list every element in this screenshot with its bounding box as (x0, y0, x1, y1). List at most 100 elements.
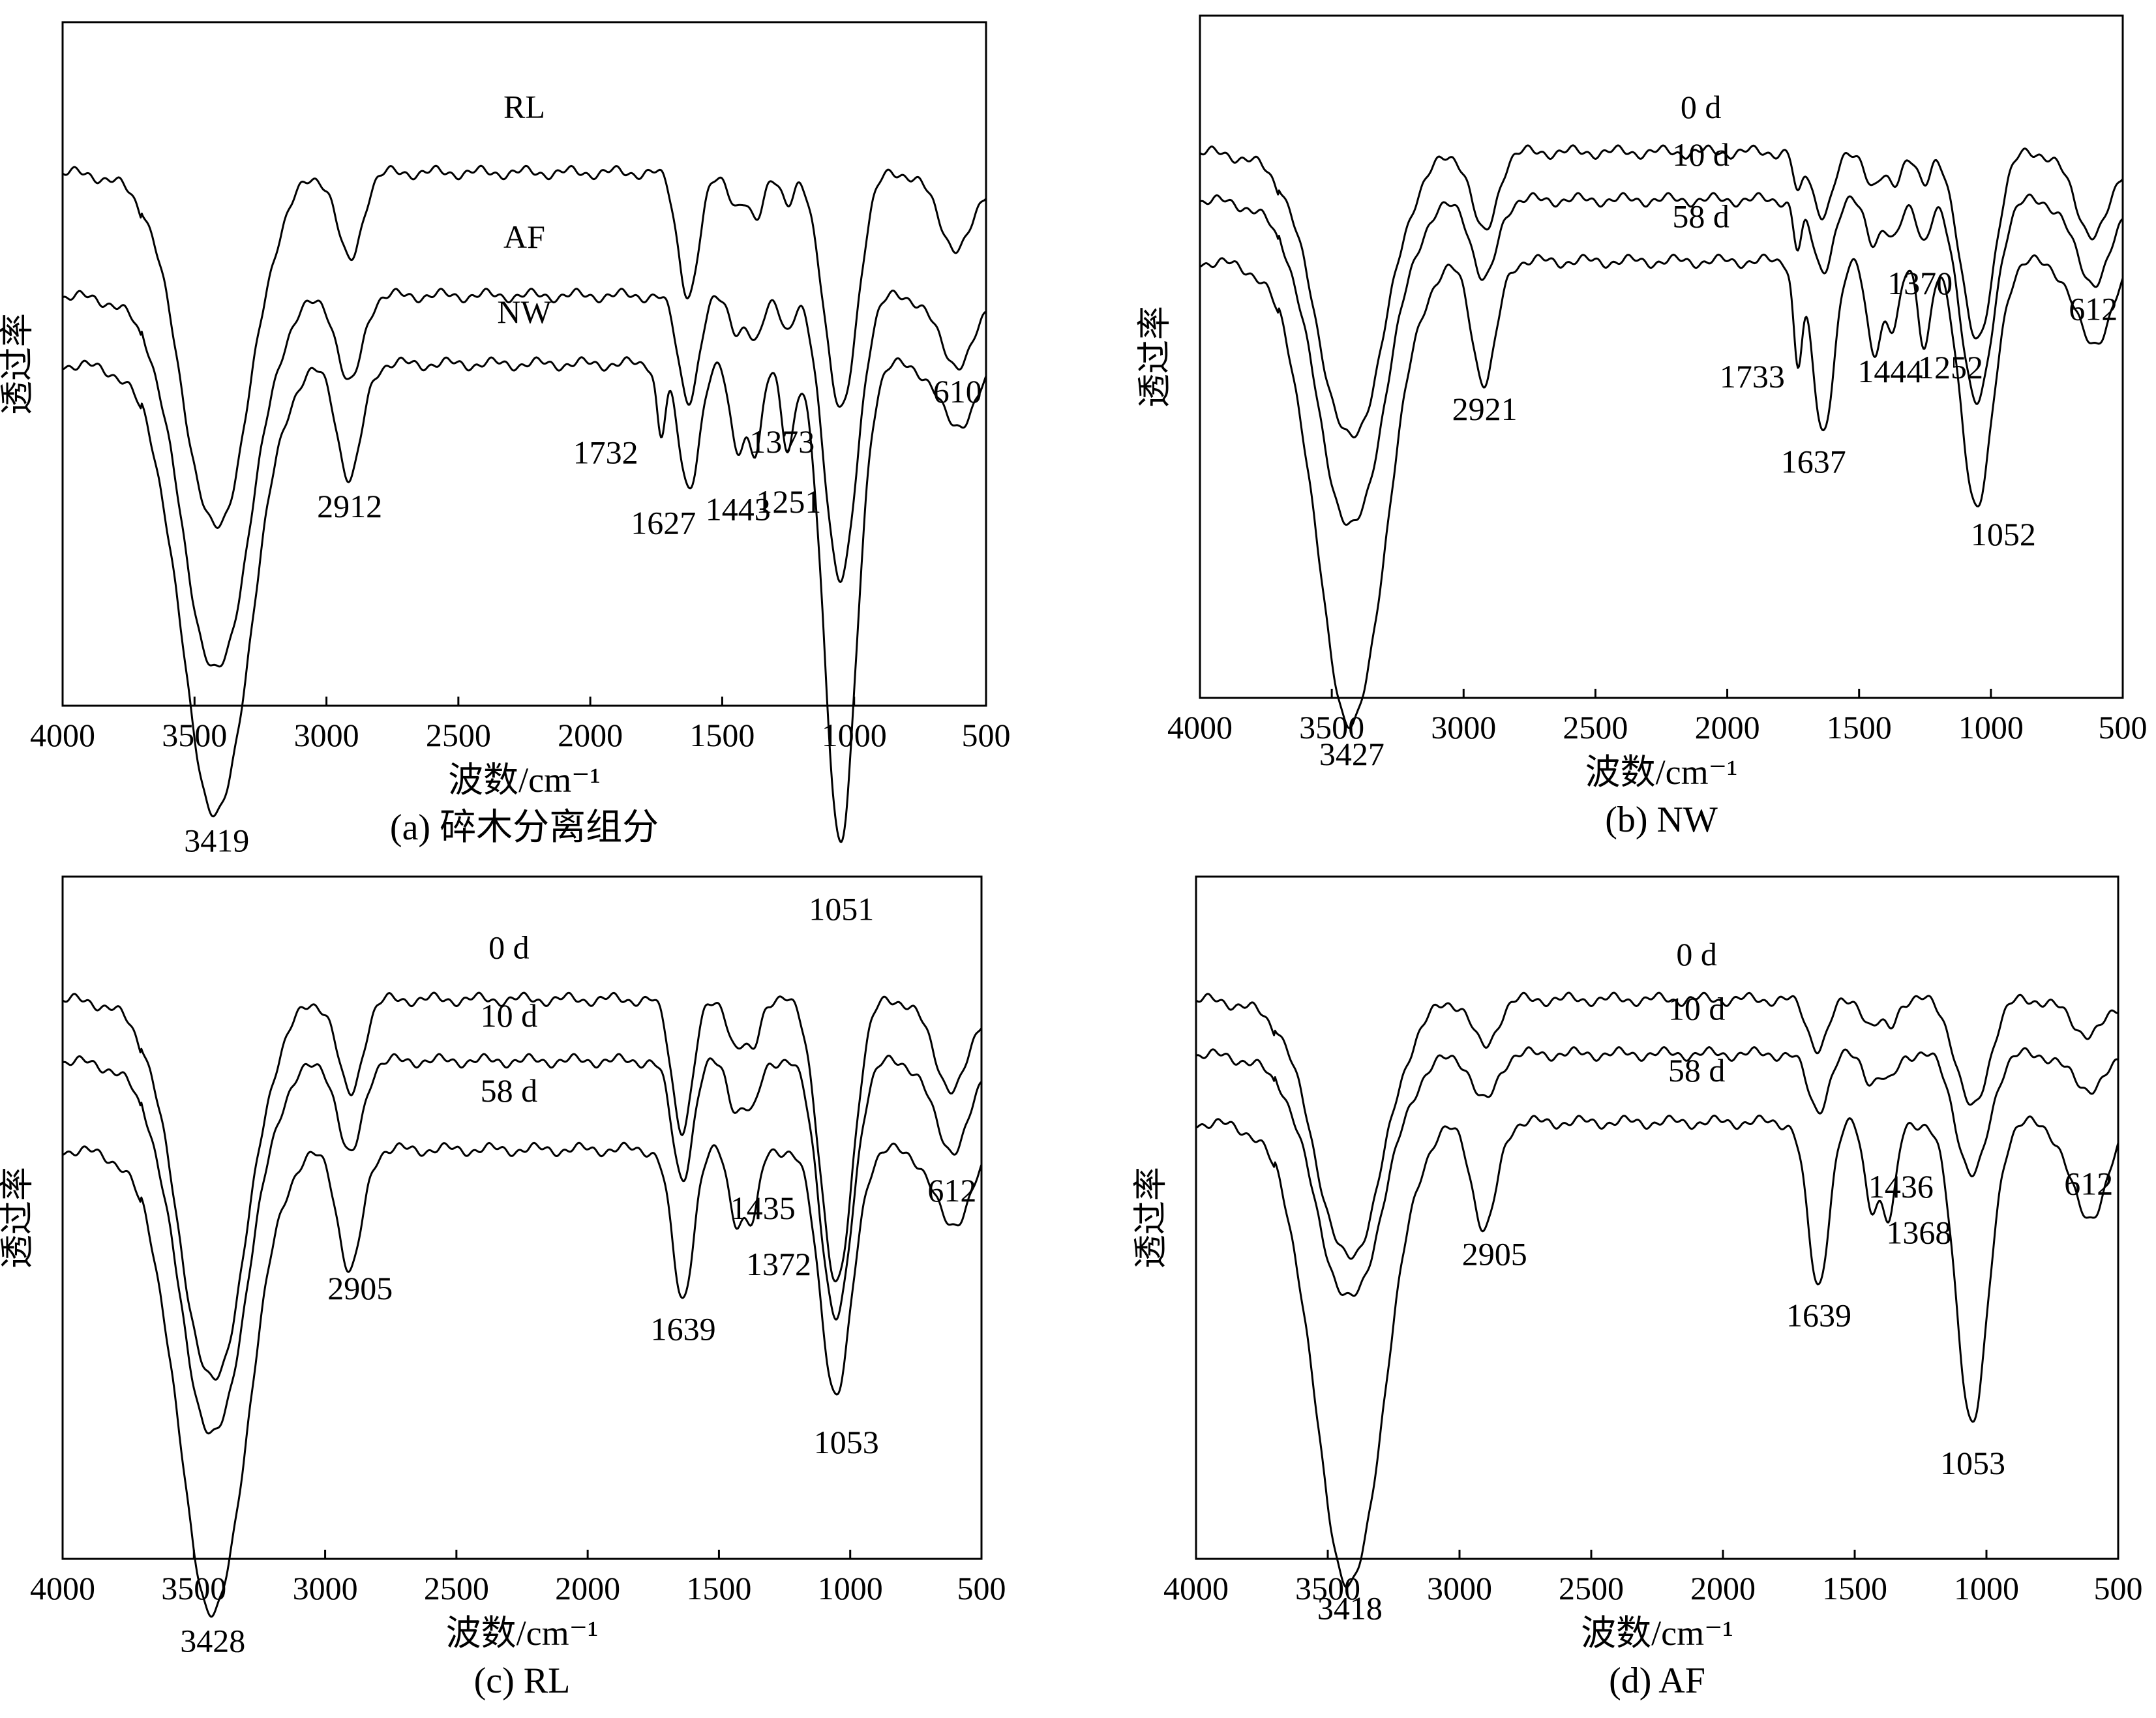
peak-label: 3418 (1317, 1590, 1383, 1627)
peak-label: 1372 (746, 1246, 811, 1282)
x-tick-label: 3500 (1299, 709, 1364, 746)
series-label: 0 d (488, 929, 530, 966)
series-line-0-d (1195, 991, 2118, 1260)
peak-label: 1443 (706, 490, 771, 527)
series-label: 58 d (481, 1072, 538, 1109)
x-tick-label: 1500 (1827, 709, 1892, 746)
peak-label: 610 (933, 373, 982, 410)
peak-label: 612 (927, 1172, 976, 1209)
panel-caption: (a) 碎木分离组分 (390, 807, 659, 848)
series-label: 0 d (1676, 936, 1717, 972)
x-tick-label: 2500 (424, 1570, 489, 1606)
peak-label: 612 (2064, 1166, 2113, 1202)
peak-label: 1053 (1940, 1445, 2005, 1481)
peak-label: 1370 (1887, 265, 1953, 301)
plot-frame (61, 875, 983, 1560)
y-axis-label: 透过率 (1135, 306, 1175, 408)
x-tick-label: 3000 (293, 1570, 358, 1606)
x-axis-label: 波数/cm⁻¹ (1581, 1614, 1733, 1653)
series-label: 0 d (1681, 89, 1722, 125)
x-tick-label: 4000 (1163, 1570, 1229, 1606)
x-tick-label: 1000 (1954, 1570, 2019, 1606)
panel-a: 4000 3500 3000 2500 2000 1500 1000 500波数/cm⁻¹(a… (0, 21, 1011, 927)
peak-label: 2905 (1462, 1236, 1527, 1273)
peak-label: 1733 (1720, 358, 1785, 395)
x-tick-label: 3000 (294, 717, 359, 753)
x-tick-label: 2500 (426, 717, 491, 753)
series-label: 10 d (1668, 991, 1726, 1027)
x-tick-label: 1500 (1822, 1570, 1887, 1606)
panel-c: 4000 3500 3000 2500 2000 1500 1000 500 波数/cm⁻¹ (c… (0, 875, 1006, 1701)
x-tick-label: 500 (962, 717, 1011, 753)
series-label: 58 d (1672, 198, 1729, 234)
series-label: AF (503, 219, 545, 255)
x-tick-label: 1500 (689, 717, 755, 753)
peak-label: 1252 (1918, 349, 1983, 385)
series-line-RL (62, 164, 987, 529)
series-line-10-d (62, 1053, 982, 1435)
series-label: RL (503, 89, 545, 125)
peak-label: 3419 (184, 822, 249, 858)
x-tick-label: 1000 (822, 717, 887, 753)
peak-label: 1373 (749, 423, 815, 460)
peak-label: 2921 (1452, 391, 1518, 427)
peak-label: 1627 (631, 505, 696, 541)
x-tick-label: 2000 (555, 1570, 620, 1606)
series-line-0-d (62, 991, 983, 1381)
x-tick-label: 2500 (1559, 1570, 1624, 1606)
peak-label: 3428 (180, 1622, 245, 1659)
x-tick-label: 3500 (1295, 1570, 1360, 1606)
peak-label: 612 (2069, 291, 2118, 327)
x-tick-label: 4000 (30, 717, 95, 753)
series-label: 10 d (1672, 136, 1729, 173)
series-line-10-d (1199, 192, 2123, 526)
x-tick-label: 1500 (686, 1570, 751, 1606)
peak-label: 3427 (1319, 736, 1385, 772)
peak-label: 1436 (1868, 1168, 1934, 1205)
peak-label: 2905 (327, 1270, 393, 1306)
peak-label: 1732 (573, 434, 638, 471)
series-line-58-d (1199, 253, 2124, 729)
x-tick-label: 2000 (1690, 1570, 1756, 1606)
peak-label: 1435 (730, 1190, 796, 1226)
x-tick-label: 1000 (818, 1570, 883, 1606)
plot-frame (61, 21, 987, 707)
panel-caption: (d) AF (1609, 1661, 1705, 1701)
peak-label: 1251 (756, 483, 821, 520)
x-tick-label: 4000 (1167, 709, 1233, 746)
x-tick-label: 2500 (1563, 709, 1628, 746)
y-axis-label: 透过率 (0, 313, 37, 415)
x-axis-label: 波数/cm⁻¹ (1585, 753, 1738, 792)
x-tick-label: 1000 (1958, 709, 2024, 746)
y-axis-label: 透过率 (0, 1167, 37, 1269)
series-line-0-d (1199, 144, 2124, 439)
series-line-58-d (62, 1141, 983, 1618)
peak-label: 1053 (814, 1424, 879, 1460)
peak-label: 1051 (809, 891, 874, 927)
panel-caption: (c) RL (474, 1661, 571, 1701)
peak-label: 1444 (1857, 353, 1923, 389)
x-tick-label: 500 (2094, 1570, 2143, 1606)
series-line-AF (62, 288, 987, 668)
x-tick-label: 500 (2099, 709, 2148, 746)
peak-label: 2912 (317, 488, 382, 524)
x-tick-label: 3000 (1427, 1570, 1492, 1606)
series-label: 10 d (481, 997, 538, 1034)
series-label: 58 d (1668, 1052, 1726, 1089)
x-tick-label: 4000 (30, 1570, 95, 1606)
plot-frame (1195, 875, 2119, 1560)
panel-b: 4000 3500 3000 2500 2000 1500 1000 500 波数/cm⁻¹ (b… (1135, 14, 2148, 840)
x-tick-label: 2000 (1695, 709, 1760, 746)
panel-caption: (b) NW (1605, 800, 1718, 840)
series-label: NW (497, 294, 552, 330)
peak-label: 1637 (1781, 444, 1846, 480)
x-tick-label: 3500 (161, 1570, 226, 1606)
peak-label: 1368 (1886, 1214, 1951, 1250)
y-axis-label: 透过率 (1131, 1167, 1171, 1269)
panel-d: 4000 3500 3000 2500 2000 1500 1000 500 波数/cm⁻¹ (d… (1131, 875, 2143, 1701)
peak-label: 1639 (651, 1311, 716, 1348)
x-tick-label: 500 (957, 1570, 1006, 1606)
series-line-NW (62, 356, 987, 843)
x-axis-label: 波数/cm⁻¹ (448, 761, 601, 800)
